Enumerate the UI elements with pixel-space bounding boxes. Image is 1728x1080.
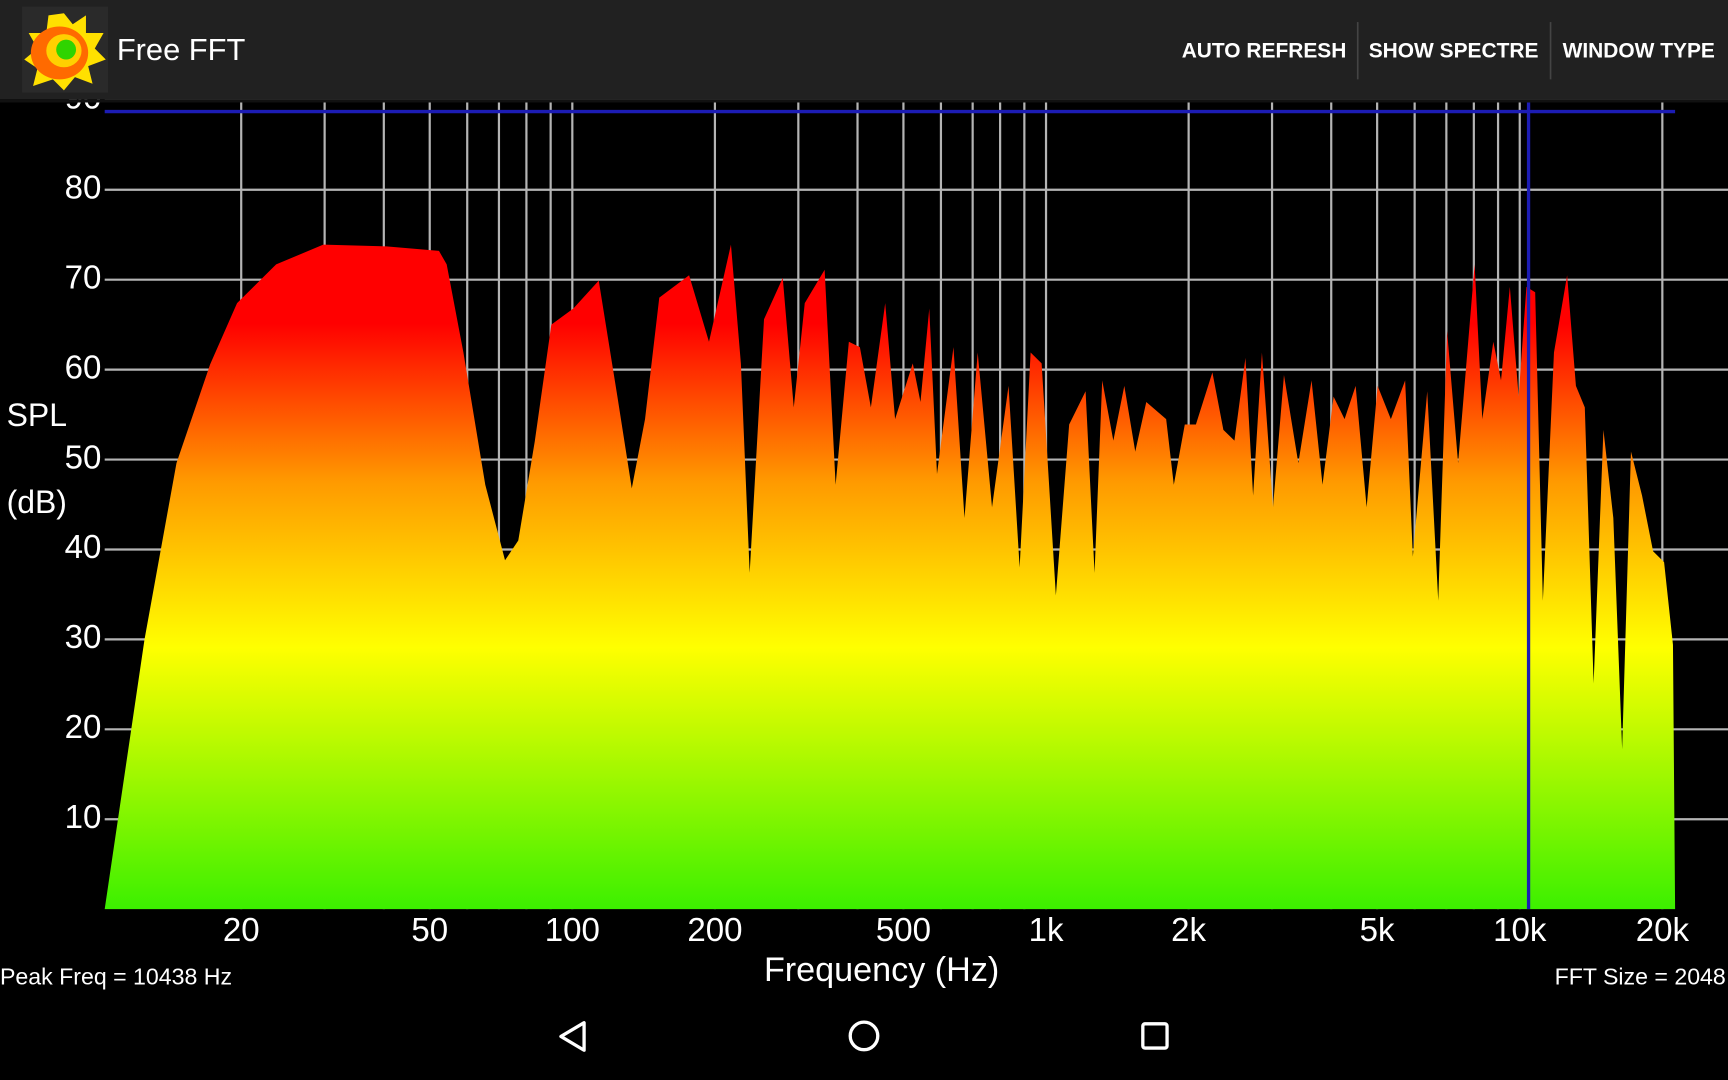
spectrum-area bbox=[104, 244, 1676, 910]
nav-back[interactable] bbox=[559, 1021, 586, 1052]
nav-recents[interactable] bbox=[1141, 1022, 1169, 1050]
y-axis-label: SPL bbox=[7, 397, 67, 433]
app-bar-shadow bbox=[0, 99, 1728, 103]
app-bar: Free FFT AUTO REFRESH SHOW SPECTRE WINDO… bbox=[0, 0, 1728, 103]
y-tick-label: 20 bbox=[65, 709, 102, 746]
y-tick-label: 10 bbox=[65, 799, 102, 836]
x-tick-label: 500 bbox=[876, 912, 931, 949]
nav-bar bbox=[559, 1020, 1169, 1052]
x-tick-label: 20k bbox=[1636, 912, 1690, 949]
peak-frequency: Peak Freq = 10438 Hz bbox=[0, 964, 232, 990]
x-tick-label: 5k bbox=[1360, 912, 1395, 949]
app-title: Free FFT bbox=[117, 32, 246, 67]
action-window-type[interactable]: WINDOW TYPE bbox=[1563, 39, 1715, 62]
icon-core bbox=[56, 39, 77, 60]
action-auto-refresh[interactable]: AUTO REFRESH bbox=[1182, 39, 1347, 62]
app-icon bbox=[22, 6, 108, 93]
x-tick-label: 10k bbox=[1493, 912, 1547, 949]
x-tick-label: 20 bbox=[223, 912, 260, 949]
spectrum-chart: 10203040506070809020501002005001k2k5k10k… bbox=[7, 80, 1728, 989]
y-tick-label: 40 bbox=[65, 529, 102, 566]
action-show-spectre[interactable]: SHOW SPECTRE bbox=[1369, 39, 1539, 62]
x-axis-label: Frequency (Hz) bbox=[764, 951, 999, 989]
y-tick-label: 50 bbox=[65, 439, 102, 476]
y-tick-label: 70 bbox=[65, 259, 102, 296]
x-tick-label: 50 bbox=[411, 912, 448, 949]
y-tick-label: 30 bbox=[65, 619, 102, 656]
y-tick-label: 60 bbox=[65, 349, 102, 386]
nav-home[interactable] bbox=[848, 1020, 880, 1052]
fft-size: FFT Size = 2048 bbox=[1555, 964, 1726, 990]
x-tick-label: 1k bbox=[1029, 912, 1064, 949]
x-tick-label: 100 bbox=[545, 912, 600, 949]
y-axis-label: (dB) bbox=[7, 484, 67, 520]
x-tick-label: 200 bbox=[687, 912, 742, 949]
y-tick-label: 80 bbox=[65, 170, 102, 207]
app-bar-bg bbox=[0, 0, 1728, 100]
x-tick-label: 2k bbox=[1171, 912, 1206, 949]
